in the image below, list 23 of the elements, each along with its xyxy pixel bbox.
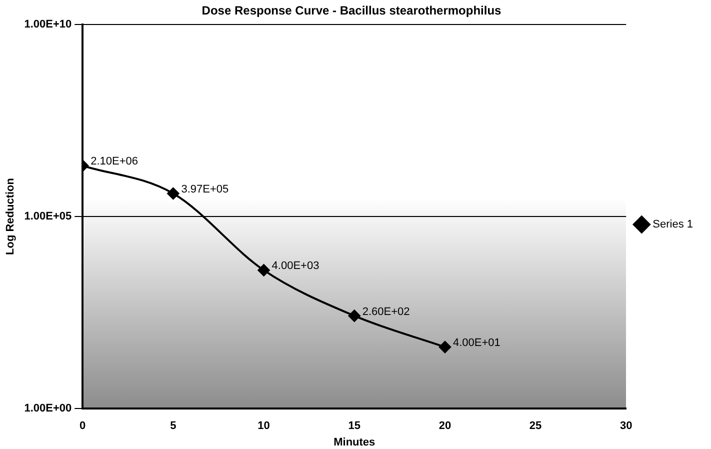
point <box>438 341 451 354</box>
point <box>258 264 270 276</box>
y-tick-label: 1.00E+00 <box>24 402 72 415</box>
x-tick-label: 15 <box>348 420 360 432</box>
x-tick-label: 25 <box>529 420 542 432</box>
x-tick-label: 20 <box>438 420 452 432</box>
point <box>348 310 360 322</box>
x-tick-label: 10 <box>258 420 270 432</box>
point <box>167 187 180 200</box>
data-label: 4.00E+03 <box>272 260 320 272</box>
x-axis-title: Minutes <box>334 436 376 448</box>
y-axis-title: Log Reduction <box>4 178 17 255</box>
data-label: 3.97E+05 <box>181 184 229 196</box>
chart-title: Dose Response Curve - Bacillus stearothermophilus <box>202 4 502 18</box>
data-label: 2.60E+02 <box>362 306 410 318</box>
x-tick-label: 5 <box>170 420 176 432</box>
data-label: 2.10E+06 <box>90 156 138 168</box>
y-tick-label: 1.00E+05 <box>24 210 72 223</box>
x-tick-label: 30 <box>620 420 632 432</box>
data-label: 4.00E+01 <box>452 337 500 350</box>
legend-label: Series 1 <box>652 218 694 231</box>
x-tick-label: 0 <box>80 420 86 432</box>
y-tick-label: 1.00E+10 <box>24 18 72 30</box>
